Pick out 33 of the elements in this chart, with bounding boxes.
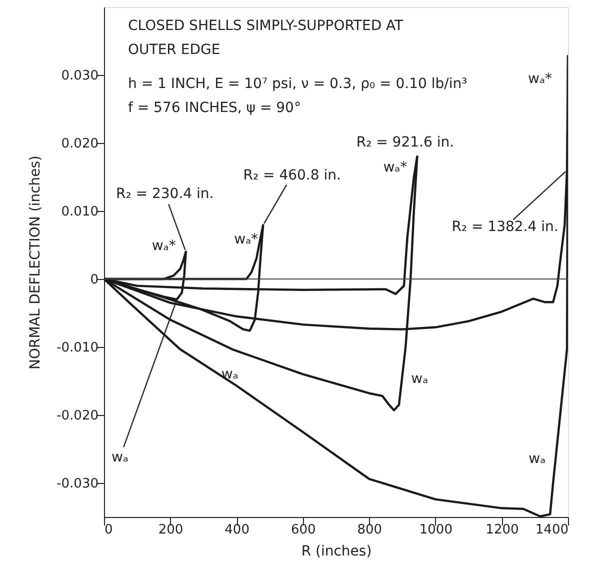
annotation: R₂ = 460.8 in. (243, 167, 341, 184)
annotation: wₐ* (528, 70, 552, 87)
annotation: f = 576 INCHES, ψ = 90° (128, 100, 301, 116)
y-tick-label: 0.010 (61, 204, 98, 220)
x-tick-label: 800 (357, 522, 382, 538)
annotation: wₐ* (152, 238, 176, 254)
y-tick-label: -0.030 (56, 476, 98, 492)
y-axis-title: NORMAL DEFLECTION (inches) (28, 155, 44, 370)
annotation: OUTER EDGE (128, 42, 220, 58)
y-tick-label: 0.020 (61, 136, 98, 152)
annotation: CLOSED SHELLS SIMPLY-SUPPORTED AT (128, 18, 404, 34)
annotation: wₐ (111, 449, 128, 466)
annotation: wₐ (221, 366, 238, 383)
y-tick-label: -0.010 (56, 340, 98, 356)
annotation: wₐ* (383, 160, 408, 176)
y-tick-label: 0.030 (61, 68, 98, 84)
annotation: h = 1 INCH, E = 10⁷ psi, ν = 0.3, ρ₀ = 0.10 lb/in³ (128, 76, 468, 92)
x-axis-title: R (inches) (301, 544, 372, 560)
x-tick-label: 400 (224, 522, 250, 538)
annotation: R₂ = 1382.4 in. (452, 219, 558, 236)
y-tick-label: -0.020 (56, 408, 98, 424)
y-tick-label: 0 (90, 272, 98, 288)
x-tick-label: 1000 (419, 522, 452, 538)
x-tick-label: 1200 (486, 522, 519, 538)
x-tick-label: 1400 (535, 522, 568, 538)
x-tick-label: 200 (158, 522, 184, 538)
annotation: R₂ = 230.4 in. (116, 186, 214, 202)
annotation: wₐ (528, 451, 546, 467)
x-tick-label: 0 (104, 522, 113, 538)
annotation: R₂ = 921.6 in. (356, 134, 454, 151)
annotation: wₐ (411, 371, 428, 387)
x-tick-label: 600 (290, 522, 316, 538)
annotation: wₐ* (234, 231, 258, 248)
